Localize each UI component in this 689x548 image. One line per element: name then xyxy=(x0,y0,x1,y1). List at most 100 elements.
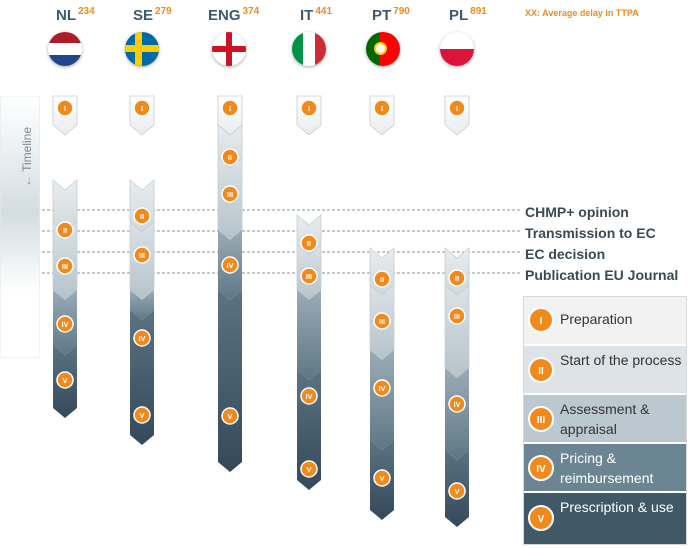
phase-badge-pl-5 xyxy=(448,482,466,500)
phase-badge-numeral-se-1: I xyxy=(141,104,143,113)
phase-badge-numeral-it-1: I xyxy=(308,104,310,113)
phase-badge-numeral-eng-2: II xyxy=(228,153,232,162)
phase-badge-numeral-se-2: II xyxy=(140,212,144,221)
phase-badge-numeral-pt-5: V xyxy=(379,474,384,483)
phase-badge-pl-4 xyxy=(448,395,466,413)
phase-badge-it-5 xyxy=(300,460,318,478)
phase-badge-pt-5 xyxy=(373,469,391,487)
flag-italy-icon xyxy=(292,32,326,66)
legend-item-prescription: V Prescription & use xyxy=(524,493,686,544)
event-publication-eu-journal: Publication EU Journal xyxy=(525,267,679,283)
phase-badge-nl-4 xyxy=(56,315,74,333)
legend-badge-iii: III xyxy=(528,406,554,432)
legend-label: Pricing & reimbursement xyxy=(560,450,654,486)
phase-badge-numeral-it-4: IV xyxy=(305,392,312,401)
phase-badge-numeral-pl-3: III xyxy=(454,312,460,321)
phase-badge-pl-3 xyxy=(448,307,466,325)
phase-badge-numeral-it-3: III xyxy=(306,272,312,281)
phase-badge-it-2 xyxy=(300,234,318,252)
phase-badge-numeral-eng-1: I xyxy=(229,104,231,113)
phase-badge-it-4 xyxy=(300,387,318,405)
country-label-eng: ENG 374 xyxy=(208,6,260,24)
country-label-pl: PL 891 xyxy=(449,6,487,24)
legend-label: Assessment & appraisal xyxy=(560,401,650,437)
legend-badge-ii: II xyxy=(528,357,554,383)
legend-item-assessment: III Assessment & appraisal xyxy=(524,395,686,444)
legend-label: Prescription & use xyxy=(560,499,674,515)
phase-segment-se-4 xyxy=(130,290,154,320)
phase-badge-eng-3 xyxy=(221,185,239,203)
phase-badge-pt-2 xyxy=(373,270,391,288)
phase-badge-numeral-se-3: III xyxy=(139,251,145,260)
phase-legend: I Preparation II Start of the process II… xyxy=(523,296,687,545)
legend-item-start: II Start of the process xyxy=(524,346,686,395)
phase-badge-se-2 xyxy=(133,207,151,225)
phase-segment-pt-4 xyxy=(370,350,394,450)
phase-badge-numeral-nl-4: IV xyxy=(61,320,68,329)
phase-badge-numeral-nl-5: V xyxy=(62,376,67,385)
phase-badge-numeral-pl-4: IV xyxy=(453,400,460,409)
phase-badge-numeral-it-2: II xyxy=(307,239,311,248)
flag-england-icon xyxy=(212,32,246,66)
phase-badge-numeral-it-5: V xyxy=(306,465,311,474)
flag-portugal-icon xyxy=(366,32,400,66)
phase-badge-nl-1 xyxy=(56,99,74,117)
phase-badge-numeral-pt-1: I xyxy=(381,104,383,113)
phase-badge-numeral-se-5: V xyxy=(139,411,144,420)
country-label-nl: NL 234 xyxy=(56,6,95,24)
phase-badge-numeral-pt-4: IV xyxy=(378,384,385,393)
phase-badge-se-5 xyxy=(133,406,151,424)
phase-badge-numeral-nl-1: I xyxy=(64,104,66,113)
legend-label: Start of the process xyxy=(560,352,682,368)
country-label-se: SE 279 xyxy=(133,6,172,24)
event-transmission-to-ec: Transmission to EC xyxy=(525,225,656,241)
legend-note: XX: Average delay in TTPA xyxy=(525,8,639,18)
phase-segment-it-4 xyxy=(297,290,321,380)
legend-badge-v: V xyxy=(528,505,554,531)
phase-badge-numeral-pl-1: I xyxy=(456,104,458,113)
legend-item-preparation: I Preparation xyxy=(524,297,686,346)
legend-badge-iv: IV xyxy=(528,455,554,481)
phase-badge-se-3 xyxy=(133,246,151,264)
phase-badge-numeral-pl-2: II xyxy=(455,274,459,283)
phase-badge-numeral-eng-4: IV xyxy=(226,261,233,270)
phase-badge-eng-5 xyxy=(221,407,239,425)
phase-badge-numeral-nl-2: II xyxy=(63,226,67,235)
phase-segment-pl-3 xyxy=(444,284,470,379)
phase-badge-nl-3 xyxy=(56,257,74,275)
legend-label: Preparation xyxy=(560,311,633,327)
phase-badge-numeral-eng-5: V xyxy=(227,412,232,421)
phase-badge-eng-4 xyxy=(221,256,239,274)
legend-badge-i: I xyxy=(528,307,554,333)
phase-badge-eng-2 xyxy=(221,148,239,166)
phase-badge-numeral-nl-3: III xyxy=(62,262,68,271)
phase-badge-se-4 xyxy=(133,329,151,347)
phase-badge-numeral-eng-3: III xyxy=(227,190,233,199)
flag-netherlands-icon xyxy=(48,32,82,66)
phase-badge-numeral-pt-2: II xyxy=(380,275,384,284)
phase-badge-it-1 xyxy=(300,99,318,117)
phase-segment-eng-5 xyxy=(218,290,242,472)
phase-badge-pt-1 xyxy=(373,99,391,117)
event-ec-decision: EC decision xyxy=(525,246,606,262)
flag-poland-icon xyxy=(440,32,474,66)
phase-badge-pt-4 xyxy=(373,379,391,397)
phase-badge-numeral-pt-3: III xyxy=(379,317,385,326)
phase-badge-pt-3 xyxy=(373,312,391,330)
phase-badge-eng-1 xyxy=(221,99,239,117)
phase-badge-nl-5 xyxy=(56,371,74,389)
flag-sweden-icon xyxy=(125,32,159,66)
phase-badge-pl-2 xyxy=(448,269,466,287)
country-label-it: IT 441 xyxy=(300,6,333,24)
legend-item-pricing: IV Pricing & reimbursement xyxy=(524,444,686,493)
phase-badge-numeral-se-4: IV xyxy=(138,334,145,343)
phase-badge-it-3 xyxy=(300,267,318,285)
country-label-pt: PT 790 xyxy=(372,6,410,24)
phase-badge-pl-1 xyxy=(448,99,466,117)
event-chmp-opinion: CHMP+ opinion xyxy=(525,204,629,220)
phase-segment-pl-4 xyxy=(445,368,469,460)
phase-badge-se-1 xyxy=(133,99,151,117)
phase-badge-nl-2 xyxy=(56,221,74,239)
phase-badge-numeral-pl-5: V xyxy=(454,487,459,496)
